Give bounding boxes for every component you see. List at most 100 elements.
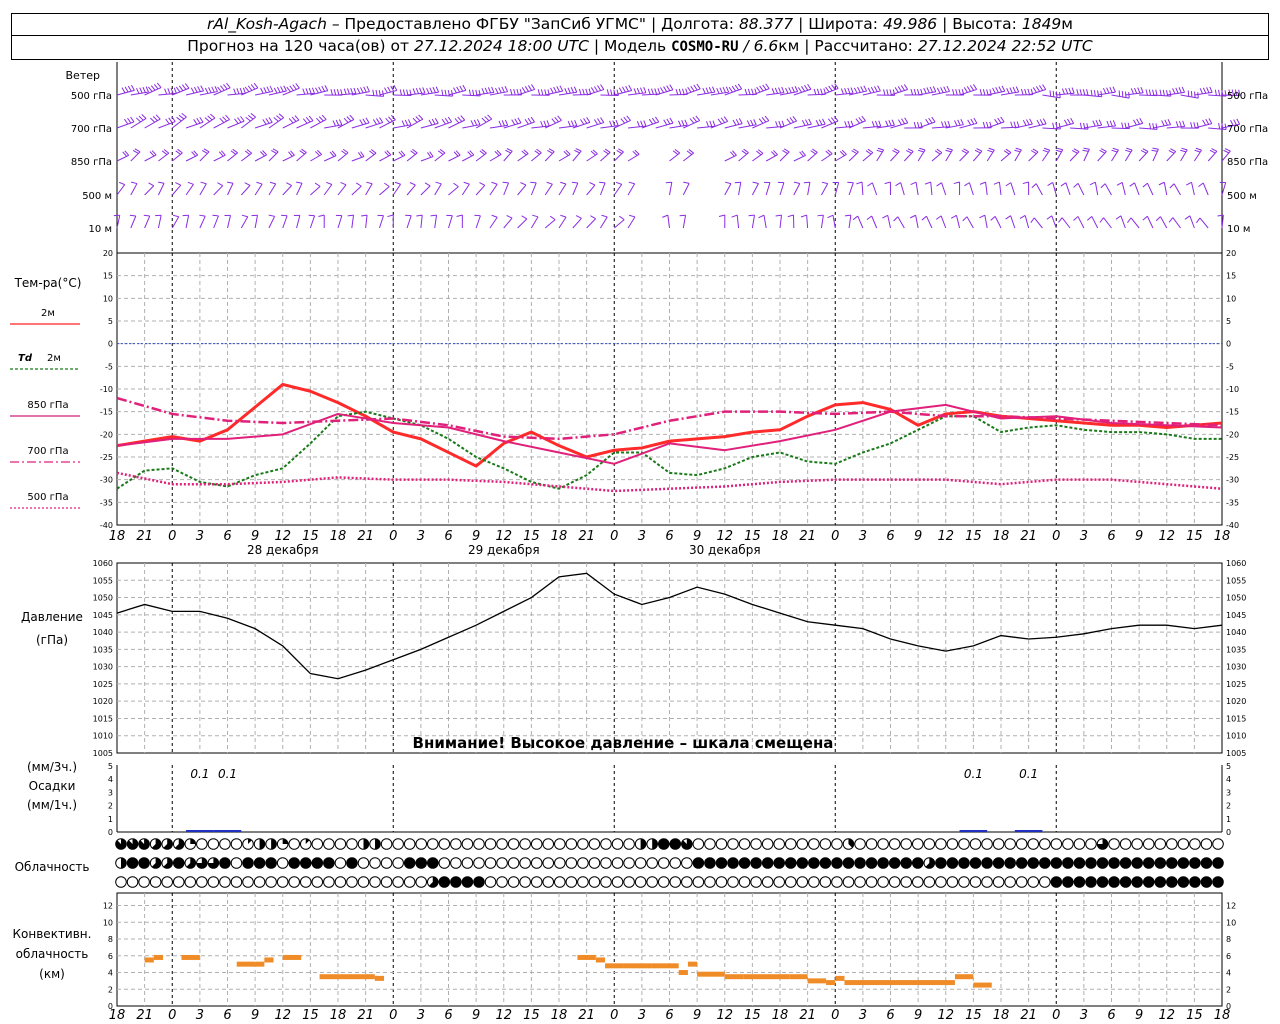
wind-barb-flag	[333, 89, 337, 96]
wind-barb-flag	[161, 150, 168, 155]
wind-barb-flag	[625, 85, 629, 92]
wind-barb-flag	[944, 121, 948, 128]
wind-barb-flag	[302, 118, 308, 124]
cloud-symbol	[484, 838, 497, 850]
wind-barb-flag	[567, 87, 571, 94]
wind-barb-flag	[979, 89, 983, 96]
cloud-symbol	[946, 838, 959, 850]
cloud-symbol	[276, 857, 289, 869]
wind-barb-shaft	[903, 151, 914, 162]
cloud-symbol	[923, 838, 936, 850]
wind-barb-shaft	[915, 182, 919, 196]
time-tick-label: 18	[772, 529, 789, 544]
wind-barb-flag	[636, 87, 640, 94]
wind-barb-flag	[924, 181, 931, 185]
wind-barb-flag	[321, 85, 326, 92]
convective-segment	[319, 974, 375, 980]
wind-barb-flag	[1073, 182, 1079, 188]
wind-barb-flag	[560, 214, 567, 218]
wind-barb-shaft	[1000, 152, 1012, 162]
wind-barb-shaft	[1061, 217, 1071, 229]
wind-barb-flag	[122, 151, 127, 157]
wind-barb-shaft	[406, 215, 412, 229]
cloud-symbol-full	[900, 857, 912, 869]
wind-barb-flag	[1049, 90, 1052, 97]
axis-tick-left: 20	[103, 249, 113, 258]
wind-barb-shaft	[517, 218, 528, 229]
cloud-symbol	[831, 838, 843, 850]
wind-barb-flag	[1155, 89, 1158, 96]
wind-barb-flag	[592, 149, 598, 155]
precip-tick-left: 3	[108, 788, 113, 797]
wind-barb-shaft	[558, 153, 571, 162]
wind-barb-flag	[1178, 120, 1182, 127]
wind-barb-flag	[610, 89, 613, 96]
wind-barb-flag	[817, 214, 824, 217]
cloud-symbol	[334, 876, 347, 888]
wind-barb-flag	[1180, 149, 1187, 153]
convective-segment	[954, 974, 974, 980]
wind-barb-flag	[1130, 88, 1134, 95]
cloud-symbol-partial	[429, 876, 439, 888]
wind-barb-flag	[687, 86, 692, 93]
wind-barb-shaft	[144, 118, 161, 129]
wind-barb-shaft	[489, 124, 508, 129]
cloud-symbol-full	[1004, 857, 1016, 869]
wind-barb-shaft	[1097, 125, 1116, 129]
wind-barb-flag	[871, 121, 875, 128]
wind-barb-shaft	[531, 152, 542, 162]
cloud-symbol	[669, 857, 682, 869]
conv-title-2: облачность	[16, 947, 89, 961]
wind-barb-flag	[702, 88, 706, 94]
wind-barb-flag	[1003, 150, 1010, 155]
wind-barb-shaft	[185, 121, 204, 129]
axis-tick-right: 0	[1226, 1002, 1231, 1011]
wind-barb-flag	[995, 87, 999, 93]
wind-barb-flag	[1036, 119, 1041, 126]
wind-barb-flag	[468, 89, 472, 96]
wind-barb-flag	[501, 86, 505, 93]
lat-value: 49.986	[882, 15, 938, 33]
wind-barb-shaft	[1028, 123, 1047, 129]
wind-barb-flag	[1111, 149, 1118, 153]
wind-barb-shaft	[1042, 94, 1061, 99]
wind-barb-flag	[524, 86, 529, 92]
wind-barb-flag	[479, 182, 486, 186]
wind-barb-flag	[343, 88, 347, 95]
cloud-symbol-full	[1189, 857, 1201, 869]
pressure-series	[116, 572, 1223, 680]
wind-barb-shaft	[613, 151, 624, 162]
wind-barb-flag	[1234, 89, 1238, 96]
cloud-symbol	[542, 857, 555, 869]
time-tick-label-bottom: 6	[886, 1008, 894, 1023]
wind-barb-flag	[1112, 147, 1119, 151]
cloud-symbol	[796, 876, 809, 888]
wind-barb-flag	[818, 119, 823, 126]
wind-barb-shaft	[213, 215, 219, 229]
axis-tick-left: 10	[103, 294, 113, 303]
wind-barb-shaft	[116, 121, 135, 129]
time-tick-label: 6	[1107, 529, 1115, 544]
wind-barb-flag	[384, 87, 388, 94]
wind-barb-flag	[401, 120, 406, 127]
wind-barb-shaft	[268, 117, 284, 129]
wind-barb-flag	[311, 87, 315, 94]
wind-barb-flag	[220, 85, 225, 91]
wind-barb-flag	[1073, 148, 1080, 153]
wind-barb-shaft	[199, 183, 207, 196]
wind-barb-flag	[1202, 87, 1207, 94]
wind-barb-flag	[1159, 89, 1162, 96]
wind-barb-flag	[366, 85, 370, 92]
wind-barb-flag	[759, 85, 764, 92]
time-tick-label-bottom: 21	[357, 1008, 374, 1023]
wind-barb-shaft	[462, 154, 475, 162]
wind-barb-shaft	[779, 91, 798, 96]
time-tick-label-bottom: 6	[444, 1008, 452, 1023]
wind-barb-flag	[203, 148, 210, 153]
wind-barb-shaft	[448, 119, 465, 129]
cloud-symbol	[542, 838, 555, 850]
wind-level-label-left: 500 гПа	[71, 91, 112, 102]
wind-barb-shaft	[406, 118, 424, 129]
wind-barb-flag	[347, 214, 354, 217]
